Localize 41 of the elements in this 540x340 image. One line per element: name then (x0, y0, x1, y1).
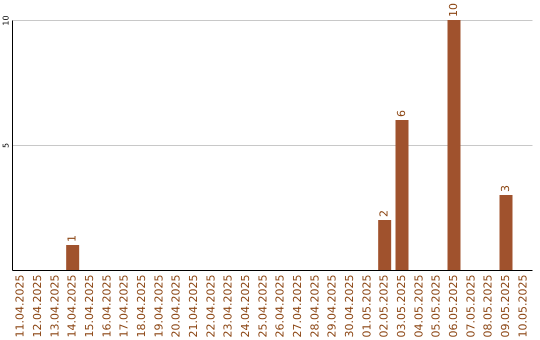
x-tick-label: 24.04.2025 (239, 274, 252, 338)
x-tick-label: 30.04.2025 (343, 274, 356, 338)
data-label: 10 (447, 3, 460, 17)
x-tick-label: 28.04.2025 (308, 274, 322, 338)
x-tick-label: 05.05.2025 (430, 274, 443, 338)
x-tick-label: 19.04.2025 (152, 274, 166, 338)
x-tick-label: 06.05.2025 (447, 274, 460, 338)
x-tick-label: 03.05.2025 (395, 274, 408, 338)
x-tick-label: 10.05.2025 (516, 274, 530, 338)
bar (448, 20, 460, 270)
x-tick-label: 29.04.2025 (326, 274, 339, 338)
x-tick-label: 18.04.2025 (135, 274, 148, 338)
x-tick-label: 07.05.2025 (464, 274, 478, 338)
x-tick-label: 15.04.2025 (83, 274, 96, 338)
x-tick-label: 22.04.2025 (204, 274, 218, 338)
x-tick-label: 27.04.2025 (291, 274, 304, 338)
x-tick-label: 04.05.2025 (412, 274, 426, 338)
x-tick-label: 20.04.2025 (170, 274, 183, 338)
bar (378, 220, 392, 270)
x-tick-label: 17.04.2025 (118, 274, 131, 338)
bar (396, 120, 408, 270)
bar (500, 195, 512, 270)
data-label: 2 (378, 210, 391, 217)
y-tick-label: 5 (2, 142, 10, 148)
x-tick-label: 12.04.2025 (31, 274, 44, 338)
data-label: 6 (395, 110, 408, 117)
x-tick-label: 11.04.2025 (14, 274, 27, 338)
x-tick-label: 08.05.2025 (482, 274, 495, 338)
x-tick-label: 25.04.2025 (256, 274, 270, 338)
x-tick-label: 23.04.2025 (222, 274, 235, 338)
data-label: 3 (499, 185, 512, 192)
x-tick-label: 16.04.2025 (100, 274, 114, 338)
x-tick-label: 13.04.2025 (48, 274, 62, 338)
bar (66, 245, 80, 270)
x-tick-label: 26.04.2025 (274, 274, 287, 338)
x-tick-label: 21.04.2025 (187, 274, 200, 338)
x-tick-label: 14.04.2025 (66, 274, 79, 338)
x-tick-label: 01.05.2025 (360, 274, 374, 338)
x-tick-label: 09.05.2025 (499, 274, 512, 338)
data-label: 1 (66, 235, 79, 242)
x-tick-label: 02.05.2025 (378, 274, 391, 338)
